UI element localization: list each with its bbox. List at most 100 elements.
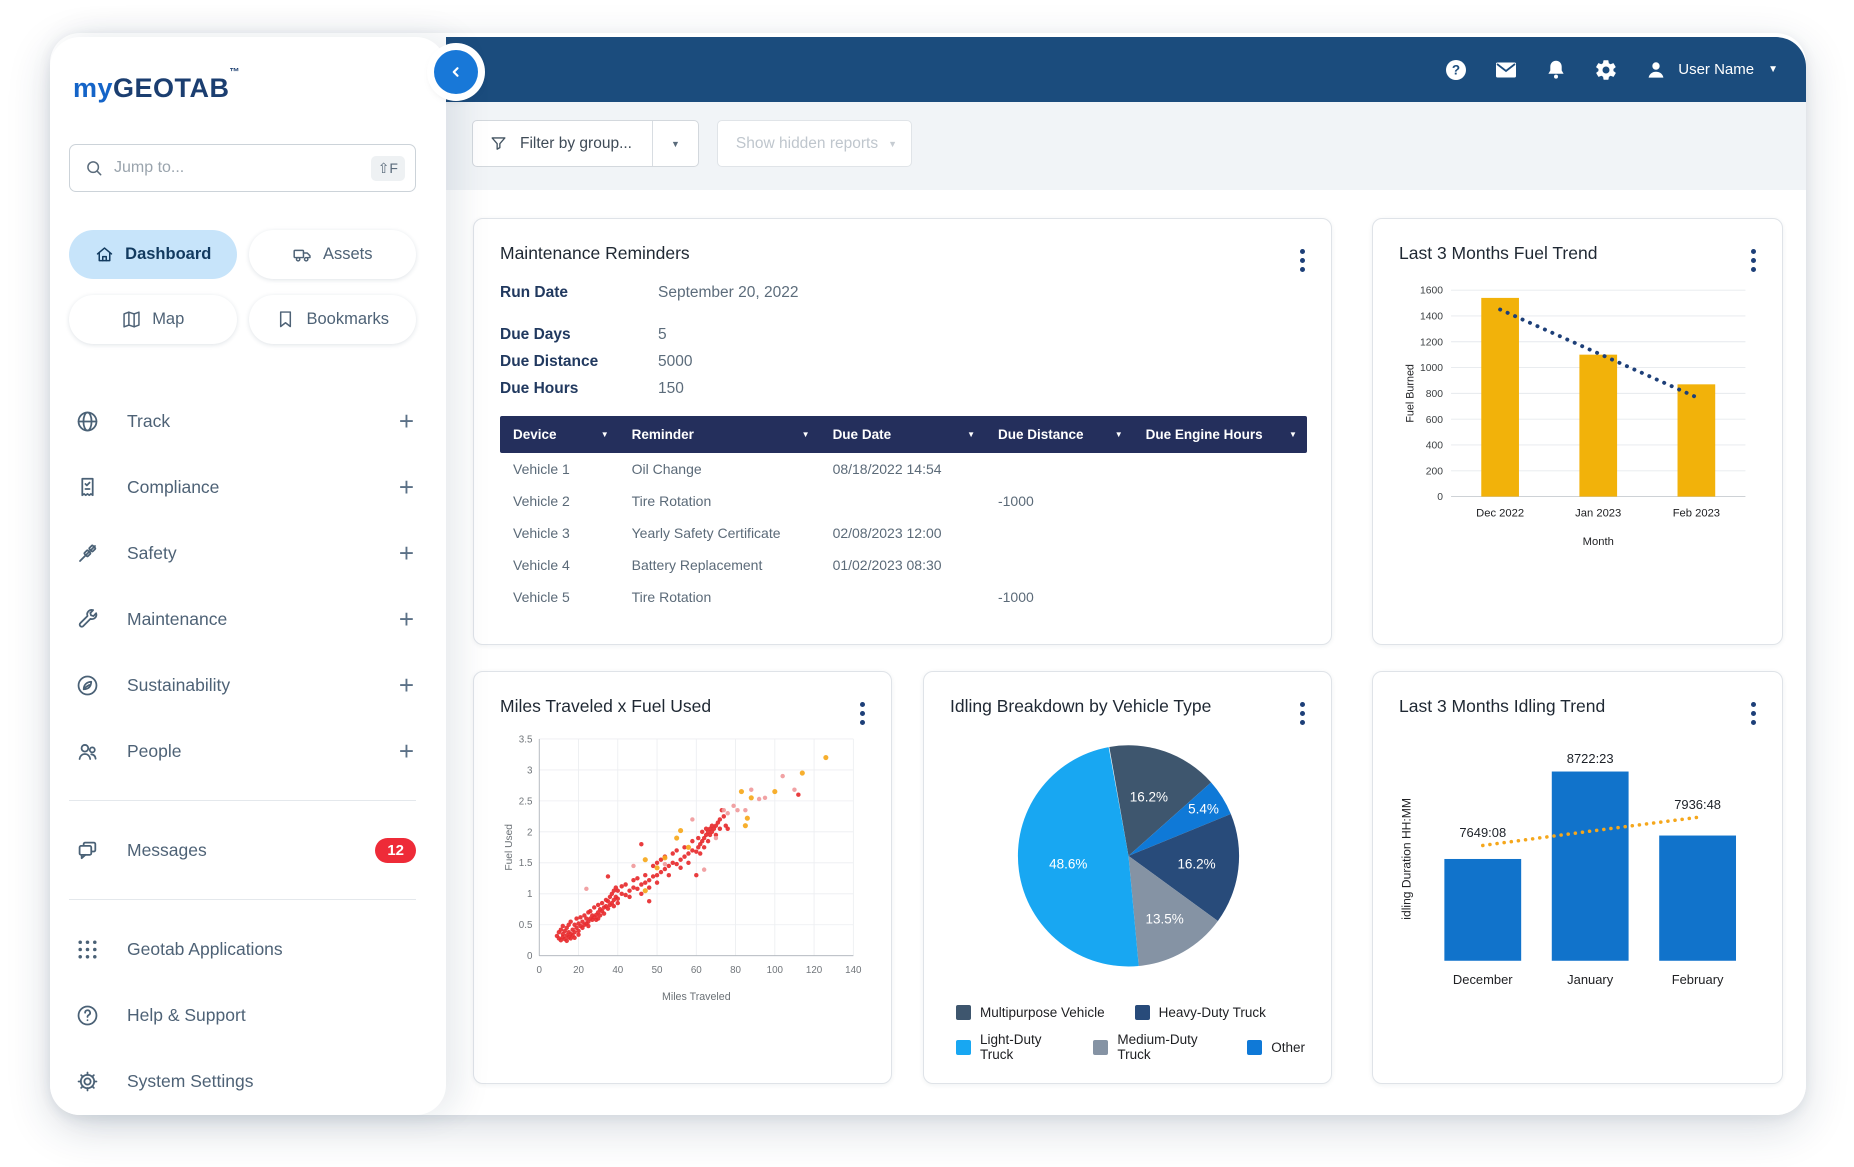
- svg-text:Miles Traveled: Miles Traveled: [662, 991, 731, 1003]
- table-row: Vehicle 1 Oil Change 08/18/2022 14:54: [500, 453, 1307, 485]
- sidebar-item-assets[interactable]: Assets: [248, 230, 416, 279]
- stat-row: Due Distance 5000: [500, 353, 1305, 371]
- legend-item[interactable]: Light-Duty Truck: [956, 1032, 1063, 1062]
- svg-text:0.5: 0.5: [519, 920, 533, 931]
- shortcut-badge: ⇧F: [370, 155, 405, 181]
- column-label: Due Distance: [997, 427, 1084, 442]
- bell-icon[interactable]: [1544, 58, 1568, 82]
- svg-text:50: 50: [652, 965, 663, 976]
- user-avatar-icon: [1648, 61, 1664, 78]
- sidebar-item-safety[interactable]: Safety +: [69, 520, 416, 586]
- search-input[interactable]: [104, 159, 371, 177]
- svg-text:60: 60: [691, 965, 702, 976]
- sidebar-item-dashboard[interactable]: Dashboard: [69, 230, 237, 279]
- sidebar-item-label: Compliance: [127, 476, 220, 497]
- sidebar-item-track[interactable]: Track +: [69, 388, 416, 454]
- sidebar-item-map[interactable]: Map: [69, 295, 237, 344]
- table-cell: Tire Rotation: [631, 493, 712, 509]
- sidebar-item-messages[interactable]: Messages 12: [69, 817, 416, 883]
- legend-swatch: [1134, 1005, 1150, 1021]
- stat-value: 5: [658, 326, 667, 343]
- legend-swatch: [956, 1039, 971, 1055]
- sidebar-item-label: Maintenance: [127, 608, 228, 629]
- show-hidden-reports-button[interactable]: Show hidden reports ▼: [716, 120, 913, 167]
- mail-icon[interactable]: [1494, 58, 1518, 82]
- filter-group-label: Filter by group...: [520, 134, 632, 152]
- legend-item[interactable]: Heavy-Duty Truck: [1134, 1005, 1266, 1021]
- column-header-due-date[interactable]: Due Date ▼: [820, 427, 985, 442]
- sidebar-item-maintenance[interactable]: Maintenance +: [69, 586, 416, 652]
- sidebar-collapse-button[interactable]: [434, 50, 478, 94]
- logo-suffix: GEOTAB: [113, 73, 230, 103]
- sidebar-item-label: Geotab Applications: [127, 938, 283, 959]
- svg-text:Fuel Burned: Fuel Burned: [1404, 364, 1416, 423]
- gear-icon[interactable]: [1594, 58, 1618, 82]
- plus-icon[interactable]: +: [398, 472, 414, 502]
- table-cell: Battery Replacement: [631, 557, 763, 573]
- sidebar-item-bookmarks[interactable]: Bookmarks: [248, 295, 416, 344]
- column-header-reminder[interactable]: Reminder ▼: [619, 427, 820, 442]
- column-header-due-distance[interactable]: Due Distance ▼: [985, 427, 1133, 442]
- table-row: Vehicle 3 Yearly Safety Certificate 02/08/…: [500, 517, 1307, 549]
- logo-prefix: my: [73, 73, 114, 103]
- legend-item[interactable]: Other: [1247, 1032, 1305, 1062]
- card-menu-button[interactable]: [1298, 700, 1307, 727]
- sidebar-item-people[interactable]: People +: [69, 718, 416, 784]
- map-icon: [121, 309, 142, 330]
- svg-text:5.4%: 5.4%: [1188, 801, 1219, 816]
- chevron-down-icon[interactable]: ▼: [671, 138, 680, 149]
- legend-item[interactable]: Multipurpose Vehicle: [956, 1005, 1105, 1021]
- sidebar-item-label: Safety: [127, 542, 177, 563]
- table-cell: 08/18/2022 14:54: [832, 461, 942, 477]
- svg-text:8722:23: 8722:23: [1567, 751, 1614, 766]
- sort-caret-icon: ▼: [801, 430, 810, 439]
- sidebar-item-sustainability[interactable]: Sustainability +: [69, 652, 416, 718]
- sidebar-item-system-settings[interactable]: System Settings: [69, 1048, 416, 1114]
- legend-item[interactable]: Medium-Duty Truck: [1093, 1032, 1217, 1062]
- sidebar-item-compliance[interactable]: Compliance +: [69, 454, 416, 520]
- table-row: Vehicle 2 Tire Rotation -1000: [500, 485, 1307, 517]
- help-icon[interactable]: ?: [1444, 58, 1468, 82]
- card-menu-button[interactable]: [1749, 247, 1758, 274]
- legend-label: Light-Duty Truck: [980, 1032, 1042, 1063]
- run-date-value: September 20, 2022: [658, 284, 799, 301]
- sort-caret-icon: ▼: [600, 430, 609, 439]
- table-cell: Tire Rotation: [631, 589, 712, 605]
- gear-outline-icon: [75, 1069, 100, 1094]
- table-body: Vehicle 1 Oil Change 08/18/2022 14:54 Vehic…: [500, 453, 1307, 613]
- svg-text:200: 200: [1426, 466, 1443, 477]
- svg-text:1: 1: [527, 889, 532, 900]
- plus-icon[interactable]: +: [398, 670, 414, 700]
- plus-icon[interactable]: +: [398, 406, 414, 436]
- svg-text:0: 0: [527, 951, 533, 962]
- filter-by-group-button[interactable]: Filter by group... ▼: [472, 120, 699, 167]
- stat-row: Due Days 5: [500, 326, 1305, 344]
- divider: [69, 899, 416, 900]
- column-header-due-engine-hours[interactable]: Due Engine Hours ▼: [1133, 427, 1307, 442]
- stat-row: Due Hours 150: [500, 380, 1305, 398]
- user-name: User Name: [1678, 61, 1755, 78]
- svg-text:400: 400: [1426, 441, 1443, 452]
- card-idling-breakdown: Idling Breakdown by Vehicle Type 16.2% 5.…: [923, 671, 1332, 1084]
- sidebar-item-help-support[interactable]: Help & Support: [69, 982, 416, 1048]
- svg-text:16.2%: 16.2%: [1177, 856, 1215, 871]
- plus-icon[interactable]: +: [398, 604, 414, 634]
- sidebar-item-geotab-applications[interactable]: Geotab Applications: [69, 916, 416, 982]
- jump-to-search[interactable]: ⇧F: [69, 144, 416, 192]
- card-menu-button[interactable]: [1749, 700, 1758, 727]
- svg-text:January: January: [1567, 972, 1614, 987]
- search-icon: [87, 161, 102, 176]
- stat-label: Due Days: [500, 326, 571, 343]
- svg-text:Feb 2023: Feb 2023: [1673, 507, 1720, 519]
- help-circle-icon: [75, 1003, 100, 1028]
- card-title: Maintenance Reminders: [500, 243, 690, 263]
- user-menu[interactable]: User Name ▼: [1644, 58, 1778, 82]
- column-header-device[interactable]: Device ▼: [500, 427, 619, 442]
- card-menu-button[interactable]: [1298, 247, 1307, 274]
- card-menu-button[interactable]: [858, 700, 867, 727]
- svg-text:3: 3: [527, 765, 533, 776]
- plus-icon[interactable]: +: [398, 538, 414, 568]
- table-header: Device ▼ Reminder ▼ Due Date ▼ Due Distance ▼ Du…: [500, 416, 1307, 453]
- plus-icon[interactable]: +: [398, 736, 414, 766]
- svg-text:1.5: 1.5: [519, 858, 533, 869]
